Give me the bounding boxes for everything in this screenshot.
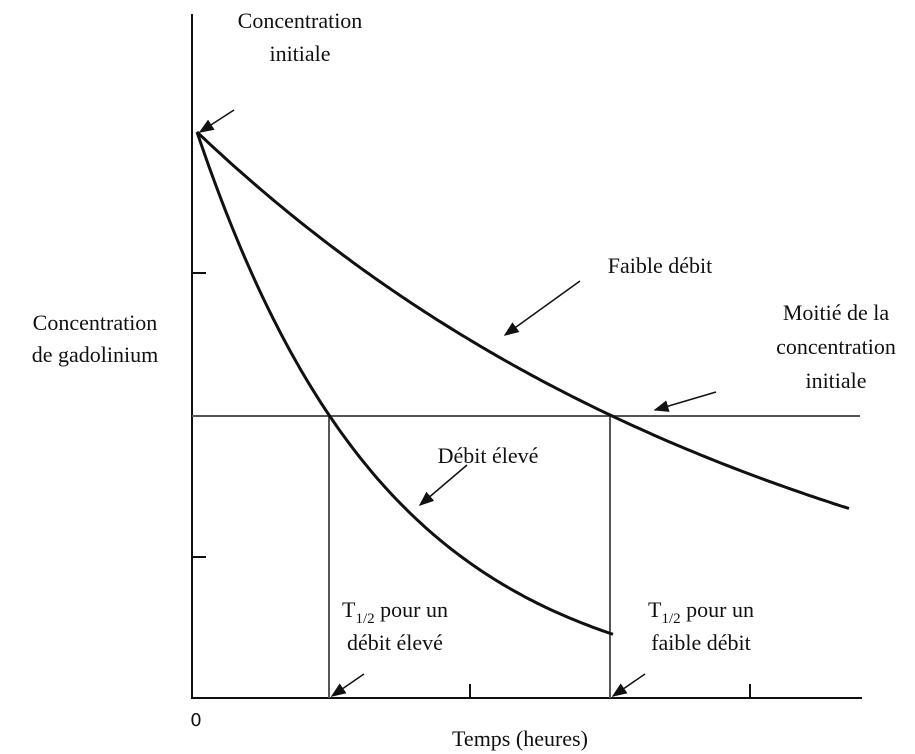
rest: pour un (375, 597, 448, 622)
label: Moitié de la (783, 300, 890, 325)
y-axis-label: de gadolinium (32, 342, 158, 367)
t: T (648, 597, 662, 622)
label: concentration (776, 334, 896, 359)
high-flow-curve (195, 131, 614, 636)
y-axis-label: Concentration (33, 310, 158, 335)
rest: pour un (681, 597, 754, 622)
label: T1/2 pour un (648, 597, 754, 627)
label: initiale (269, 41, 330, 66)
label: faible débit (651, 630, 751, 655)
label: débit élevé (347, 630, 443, 655)
arrows (198, 109, 717, 697)
label: T1/2 pour un (342, 597, 448, 627)
label: Faible débit (608, 253, 712, 278)
sub: 1/2 (661, 611, 680, 627)
t: T (342, 597, 356, 622)
origin-label: 0 (190, 710, 201, 731)
label: Débit élevé (438, 443, 539, 468)
low-flow-curve (195, 130, 850, 510)
x-axis-label: Temps (heures) (452, 726, 588, 751)
ticks (192, 272, 751, 698)
sub: 1/2 (355, 611, 374, 627)
label: Concentration (238, 8, 363, 33)
label: initiale (805, 368, 866, 393)
